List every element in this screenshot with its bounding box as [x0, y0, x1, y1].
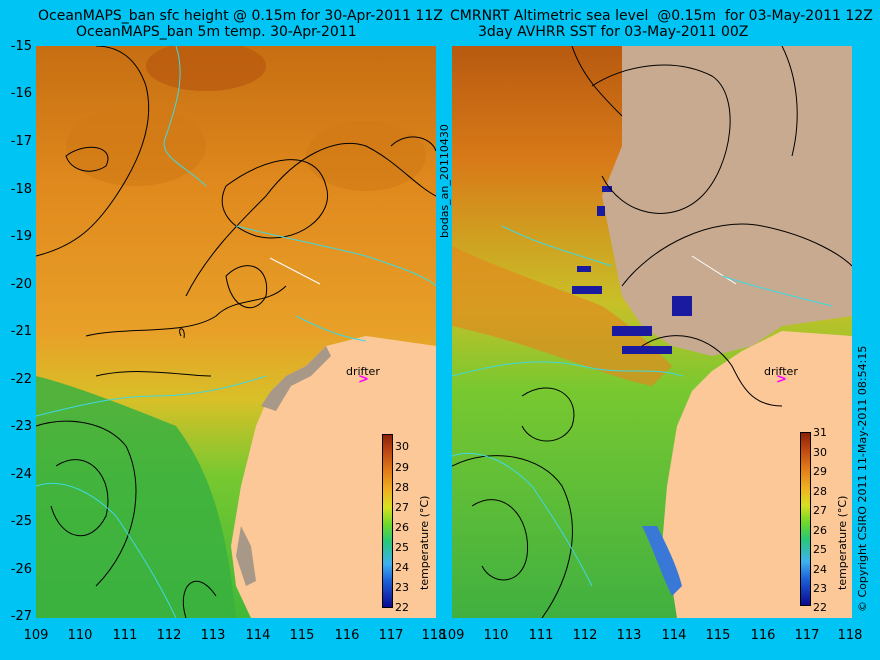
- colorbar-tick: 26: [813, 524, 827, 537]
- right-colorbar: [800, 432, 811, 606]
- coastal-shelf: [261, 346, 331, 411]
- colorbar-tick: 27: [395, 501, 409, 514]
- x-tick: 116: [750, 628, 776, 643]
- colorbar-tick: 24: [395, 561, 409, 574]
- cloud-mask: [602, 46, 852, 356]
- right-map-svg: [452, 46, 852, 618]
- sea-level-contours: [36, 46, 436, 618]
- x-tick: 117: [794, 628, 820, 643]
- x-tick: 114: [245, 628, 271, 643]
- colorbar-tick: 23: [395, 581, 409, 594]
- drifter-label-left: drifter: [346, 365, 380, 378]
- y-tick: -27: [10, 609, 32, 624]
- x-tick: 110: [483, 628, 509, 643]
- right-map-panel: [452, 46, 852, 618]
- y-tick: -25: [10, 514, 32, 529]
- colorbar-tick: 30: [813, 446, 827, 459]
- right-colorbar-title: temperature (°C): [836, 495, 849, 590]
- colorbar-tick: 22: [395, 601, 409, 614]
- x-tick: 118: [837, 628, 863, 643]
- colorbar-tick: 28: [813, 485, 827, 498]
- y-tick: -18: [10, 182, 32, 197]
- colorbar-tick: 27: [813, 504, 827, 517]
- colorbar-tick: 25: [813, 543, 827, 556]
- y-tick: -19: [10, 229, 32, 244]
- right-title-line2: 3day AVHRR SST for 03-May-2011 00Z: [478, 24, 749, 40]
- y-tick: -17: [10, 134, 32, 149]
- drifter-label-right: drifter: [764, 365, 798, 378]
- warm-band: [452, 246, 672, 386]
- colorbar-tick: 28: [395, 481, 409, 494]
- colorbar-tick: 30: [395, 440, 409, 453]
- x-tick: 118: [421, 628, 447, 643]
- colorbar-tick: 24: [813, 563, 827, 576]
- y-tick: -23: [10, 419, 32, 434]
- x-tick: 113: [616, 628, 642, 643]
- run-id-label: bodas_an_20110430: [438, 124, 451, 238]
- x-tick: 113: [200, 628, 226, 643]
- cold-pixels: [572, 186, 692, 354]
- colorbar-tick: 29: [813, 465, 827, 478]
- cold-coastal-water: [642, 526, 682, 596]
- drifter-marker-left: >: [358, 372, 369, 387]
- drifter-marker-right: >: [776, 372, 787, 387]
- colorbar-tick: 22: [813, 601, 827, 614]
- sea-level-contours: [452, 46, 852, 618]
- warm-patch: [146, 46, 266, 91]
- x-tick: 114: [661, 628, 687, 643]
- x-tick: 117: [378, 628, 404, 643]
- colorbar-tick: 31: [813, 426, 827, 439]
- y-tick: -24: [10, 467, 32, 482]
- x-tick: 109: [439, 628, 465, 643]
- y-tick: -26: [10, 562, 32, 577]
- x-tick: 115: [289, 628, 315, 643]
- y-tick: -16: [10, 86, 32, 101]
- left-map-svg: [36, 46, 436, 618]
- right-title-line1: CMRNRT Altimetric sea level @0.15m for 0…: [450, 8, 873, 24]
- x-tick: 109: [23, 628, 49, 643]
- colorbar-tick: 25: [395, 541, 409, 554]
- drifter-track: [269, 257, 321, 285]
- colorbar-tick: 29: [395, 461, 409, 474]
- colorbar-tick: 23: [813, 582, 827, 595]
- y-tick: -22: [10, 372, 32, 387]
- left-title-line2: OceanMAPS_ban 5m temp. 30-Apr-2011: [76, 24, 357, 40]
- isobath-lines: [452, 225, 833, 587]
- left-title-line1: OceanMAPS_ban sfc height @ 0.15m for 30-…: [38, 8, 443, 24]
- copyright-label: © Copyright CSIRO 2011 11-May-2011 08:54…: [856, 345, 869, 612]
- x-tick: 111: [112, 628, 138, 643]
- left-colorbar-title: temperature (°C): [418, 495, 431, 590]
- left-map-panel: [36, 46, 436, 618]
- y-tick: -21: [10, 324, 32, 339]
- x-tick: 112: [572, 628, 598, 643]
- x-tick: 116: [334, 628, 360, 643]
- x-tick: 112: [156, 628, 182, 643]
- coastal-shelf: [236, 526, 256, 586]
- warm-patch: [66, 106, 206, 186]
- x-tick: 115: [705, 628, 731, 643]
- drifter-track: [691, 255, 737, 285]
- y-tick: -20: [10, 277, 32, 292]
- x-tick: 111: [528, 628, 554, 643]
- warm-patch: [306, 121, 426, 191]
- isobath-lines: [36, 46, 436, 618]
- colorbar-tick: 26: [395, 521, 409, 534]
- y-tick: -15: [10, 39, 32, 54]
- left-colorbar: [382, 434, 393, 608]
- x-tick: 110: [67, 628, 93, 643]
